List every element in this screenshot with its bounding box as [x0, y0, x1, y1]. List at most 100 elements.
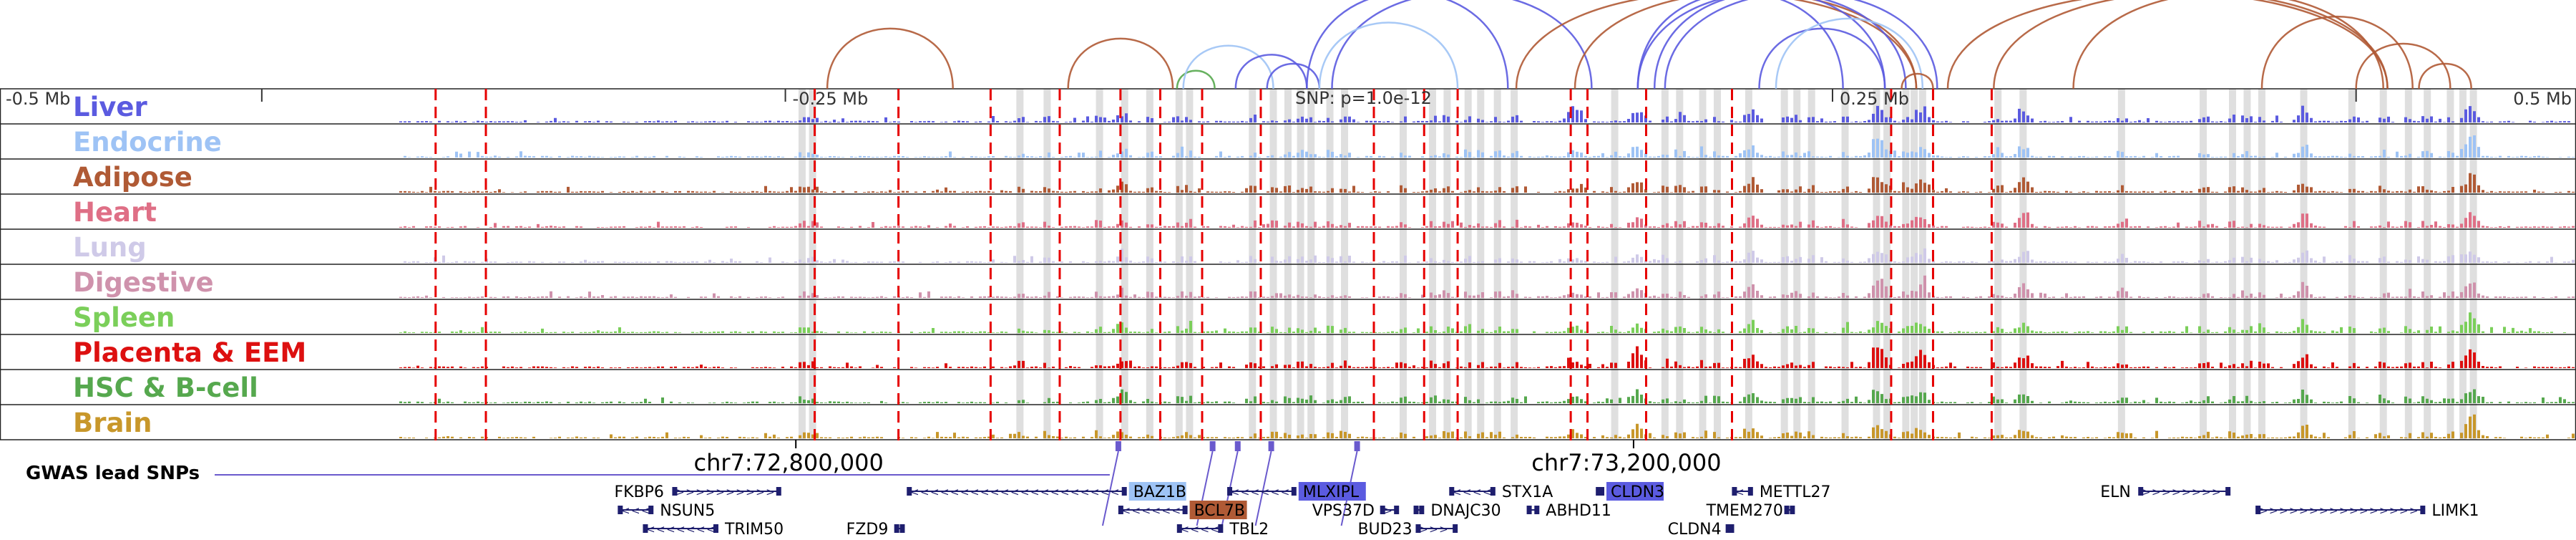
- gene-baz1b: < < < < < < < < < < < < < < < < < < < < < BAZ1B: [907, 482, 1186, 501]
- chromosome-coordinates: chr7:72,800,000 chr7:73,200,000: [693, 440, 1722, 476]
- strand-arrow: <: [1152, 504, 1161, 517]
- signal-endocrine: [404, 135, 2575, 158]
- exon: [1118, 506, 1123, 514]
- track-label-hsc-b-cell: HSC & B-cell: [73, 372, 258, 403]
- track-labels: Liver Endocrine Adipose Heart Lung Digestive S…: [73, 92, 306, 438]
- loop-arc: [826, 27, 954, 90]
- exon: [907, 487, 912, 496]
- exon: [776, 487, 781, 496]
- signal-hsc-b-cell: [399, 389, 2575, 403]
- loop-arc: [1636, 0, 1844, 90]
- loop-arc: [1176, 69, 1216, 90]
- strand-arrow: >: [2212, 486, 2221, 498]
- gwas-snp-marker: [1234, 441, 1241, 451]
- loop-arc: [1306, 0, 1509, 90]
- red-dashed-lines: [434, 89, 1993, 445]
- exon: [1784, 506, 1790, 514]
- strand-arrow: <: [960, 486, 970, 498]
- loop-arc: [1775, 17, 1924, 90]
- loop-arc: [1266, 62, 1321, 90]
- exon: [1490, 487, 1496, 496]
- strand-arrow: <: [980, 486, 990, 498]
- exon: [2420, 506, 2426, 514]
- strand-arrow: <: [1261, 486, 1270, 498]
- strand-arrow: <: [910, 486, 919, 498]
- strand-arrow: >: [675, 486, 685, 498]
- exon: [899, 524, 905, 533]
- gene-name: ELN: [2100, 483, 2131, 501]
- loop-arc: [1574, 0, 1918, 90]
- signal-adipose: [399, 173, 2575, 193]
- gene-nsun5: < < < NSUN5: [618, 502, 715, 520]
- gene-fzd9: FZD9: [847, 521, 905, 539]
- exon: [1729, 524, 1735, 533]
- strand-arrow: <: [1191, 523, 1200, 536]
- strand-arrow: <: [1483, 486, 1492, 498]
- gene-name: FKBP6: [614, 483, 663, 501]
- gene-name: METTL27: [1760, 483, 1831, 501]
- gene-name: CLDN3: [1611, 483, 1664, 501]
- gene-name: TRIM50: [724, 521, 784, 537]
- track-label-lung: Lung: [73, 232, 147, 263]
- track-label-digestive: Digestive: [73, 267, 214, 298]
- strand-arrow: <: [1162, 504, 1171, 517]
- strand-arrow: <: [646, 523, 655, 536]
- strand-arrow: >: [2329, 504, 2338, 517]
- signal-heart: [399, 212, 2575, 228]
- loop-arc: [1515, 0, 1918, 90]
- gene-name: FZD9: [847, 521, 889, 537]
- exon: [1394, 506, 1400, 514]
- gwas-snp-marker: [1354, 441, 1360, 451]
- loop-arc: [2072, 0, 2384, 90]
- exon: [1419, 506, 1425, 514]
- strand-arrow: <: [1453, 486, 1462, 498]
- strand-arrow: <: [1231, 486, 1240, 498]
- exon: [643, 524, 648, 533]
- strand-arrow: >: [2409, 504, 2419, 517]
- strand-arrow: >: [2349, 504, 2358, 517]
- gene-highlight: [1189, 501, 1247, 519]
- exon: [1453, 524, 1458, 533]
- coord-label: chr7:73,200,000: [1531, 449, 1721, 476]
- strand-arrow: >: [1383, 504, 1392, 517]
- exon: [1227, 487, 1233, 496]
- track-label-brain: Brain: [73, 408, 152, 438]
- strand-arrow: >: [2142, 486, 2151, 498]
- gene-name: TBL2: [1229, 521, 1269, 537]
- exon: [1599, 487, 1605, 496]
- strand-arrow: >: [2289, 504, 2298, 517]
- signal-liver: [399, 105, 2570, 122]
- gene-highlight: [1298, 482, 1366, 501]
- strand-arrow: >: [2319, 504, 2328, 517]
- exon: [713, 524, 718, 533]
- strand-arrow: <: [1142, 504, 1151, 517]
- strand-arrow: >: [716, 486, 725, 498]
- loop-arc: [2260, 15, 2414, 90]
- strand-arrow: <: [1201, 523, 1210, 536]
- exon: [618, 506, 623, 514]
- strand-arrow: <: [1251, 486, 1260, 498]
- strand-arrow: <: [1735, 486, 1745, 498]
- offset-tick-label: -0.25 Mb: [793, 89, 869, 109]
- gene-bcl7b: < < < < < < BCL7B: [1118, 501, 1247, 520]
- strand-arrow: >: [2309, 504, 2318, 517]
- exon: [648, 506, 654, 514]
- gene-name: NSUN5: [660, 502, 715, 520]
- loop-arc: [1664, 0, 1938, 90]
- strand-arrow: <: [1050, 486, 1060, 498]
- strand-arrow: >: [2399, 504, 2409, 517]
- exon: [1182, 506, 1188, 514]
- gene-name: TMEM270: [1706, 502, 1783, 520]
- gene-name: BCL7B: [1194, 502, 1245, 520]
- gwas-snp-marker: [1209, 441, 1216, 451]
- gene-cldn3: CLDN3: [1596, 482, 1664, 501]
- strand-arrow: <: [1091, 486, 1100, 498]
- exon: [1413, 506, 1419, 514]
- gwas-lead-snps-label: GWAS lead SNPs: [26, 463, 200, 484]
- strand-arrow: >: [2202, 486, 2211, 498]
- loop-arc: [2418, 62, 2472, 90]
- strand-arrow: <: [686, 523, 696, 536]
- strand-arrow: <: [1070, 486, 1080, 498]
- strand-arrow: <: [1000, 486, 1010, 498]
